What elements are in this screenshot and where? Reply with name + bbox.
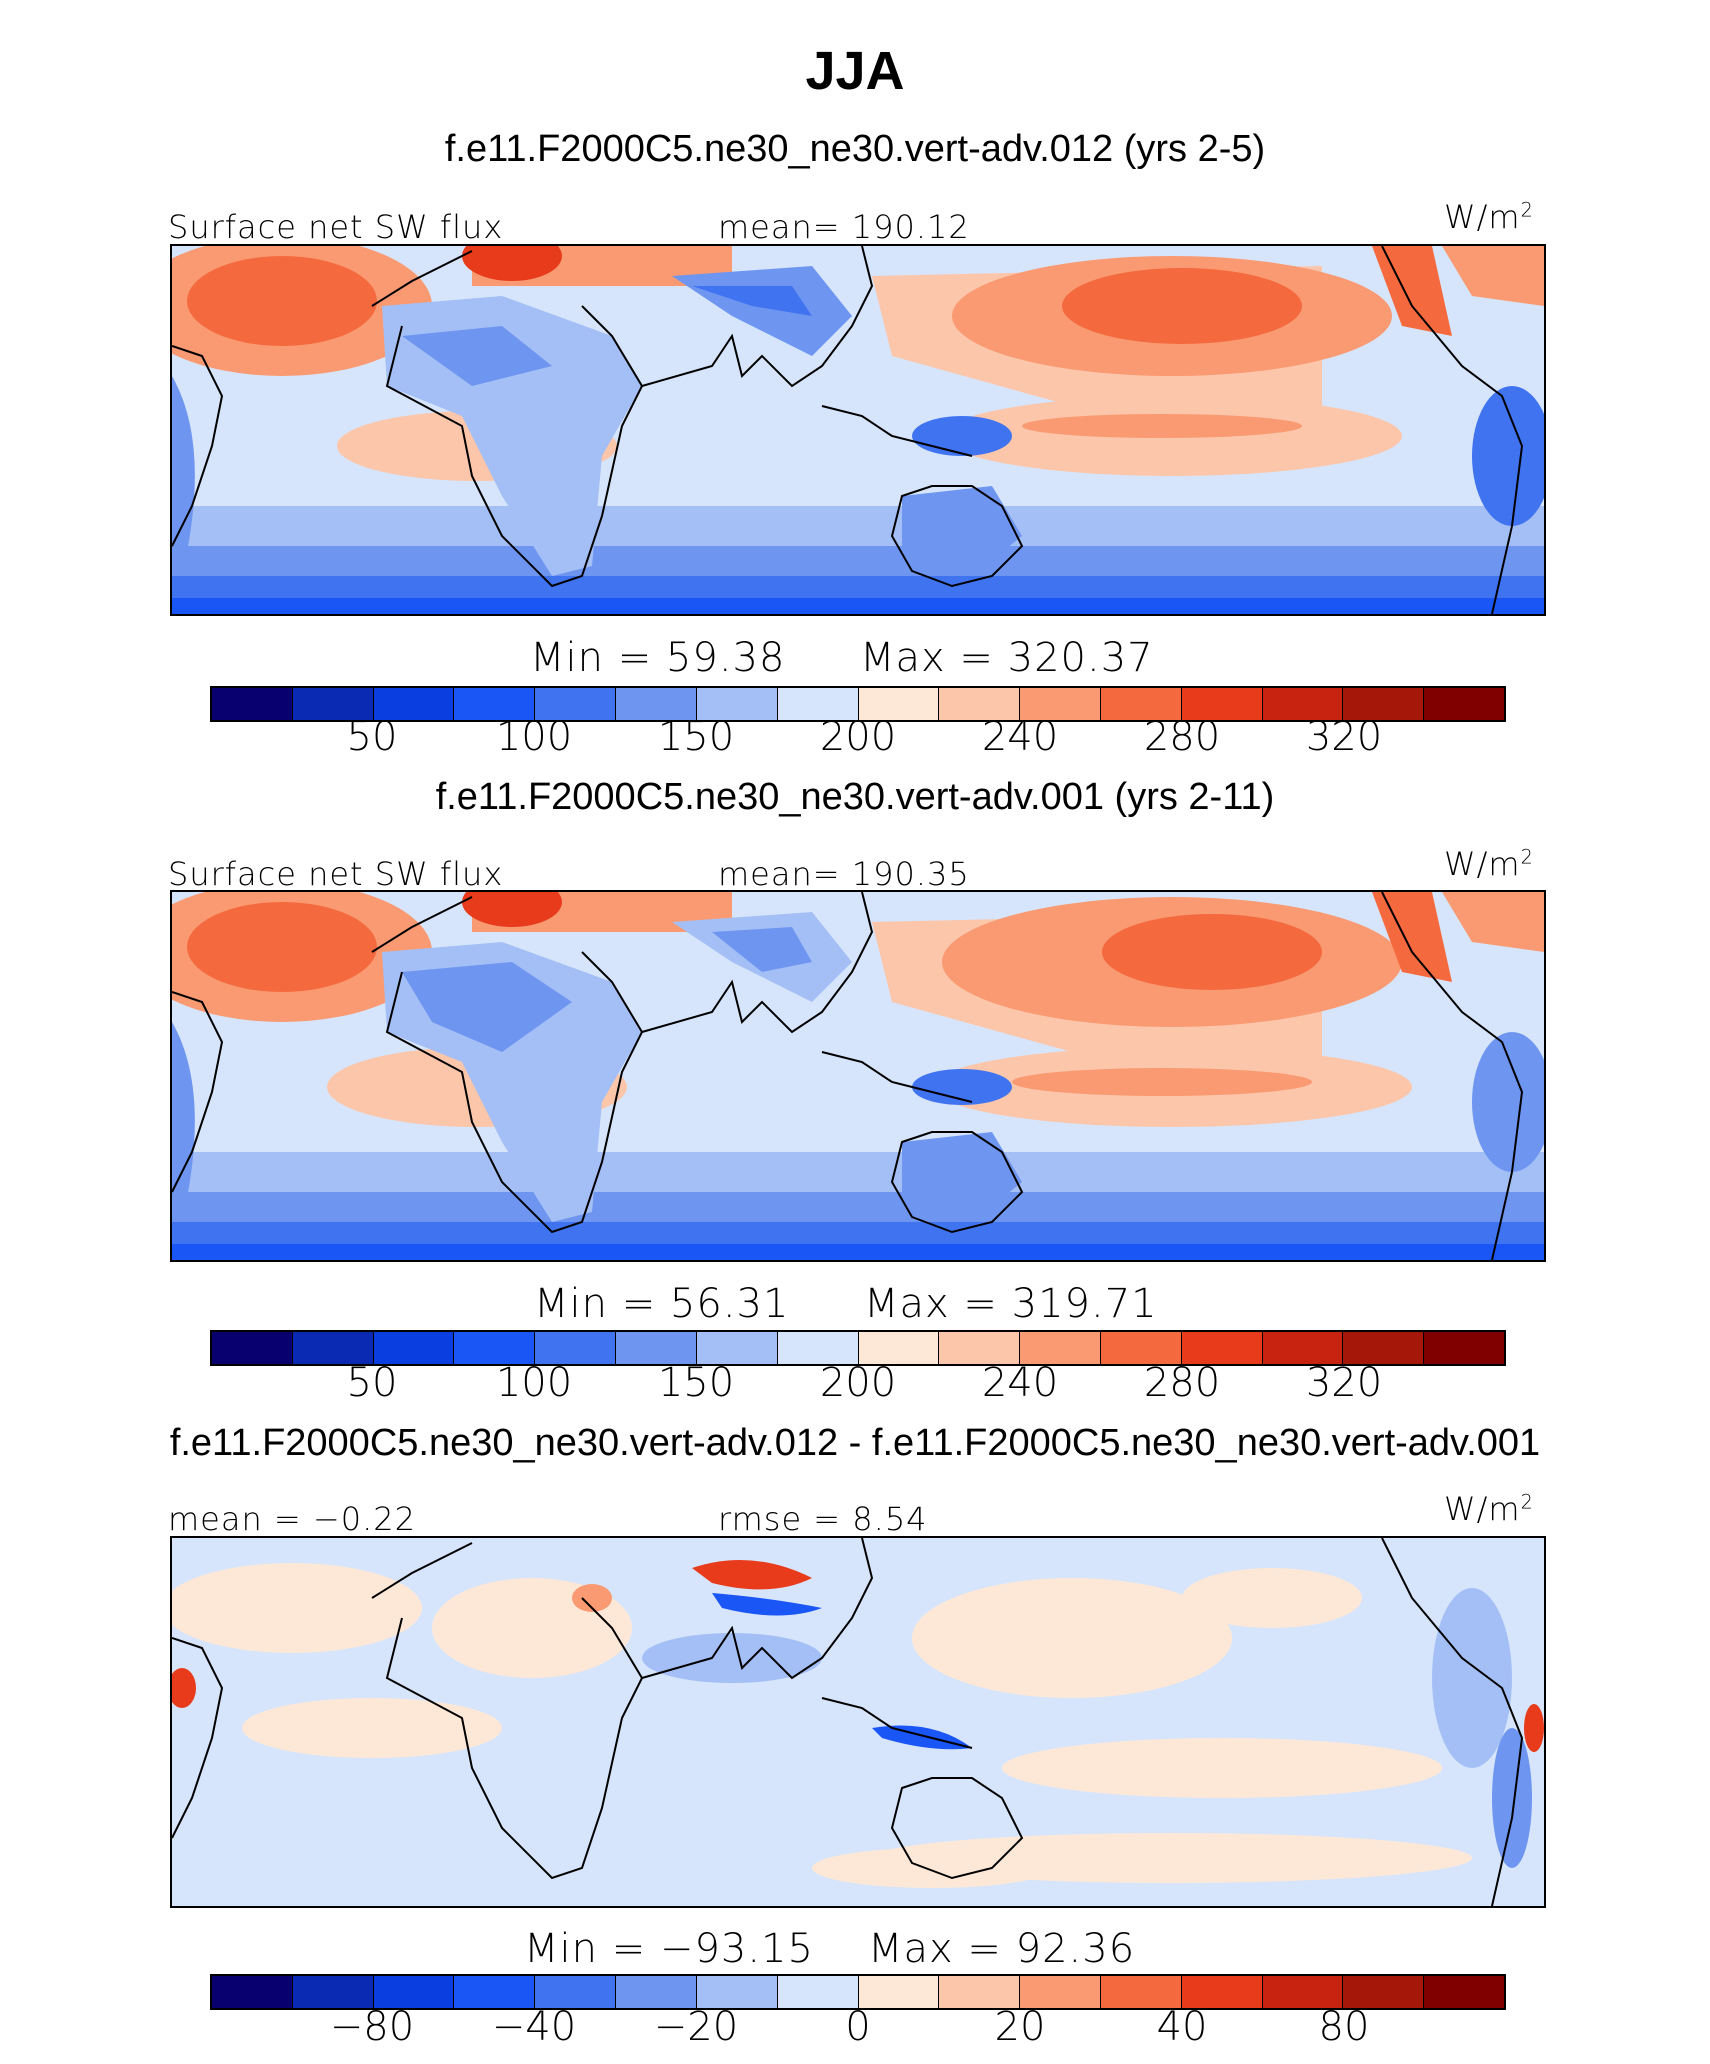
colorbar-cell bbox=[616, 1332, 697, 1364]
colorbar-cell bbox=[696, 1332, 778, 1364]
panel-2-tick: 280 bbox=[1143, 1360, 1221, 1406]
panel-2-min-label: Min = 56.31 bbox=[534, 1281, 790, 1327]
panel-3-field bbox=[172, 1538, 1544, 1906]
colorbar-cell bbox=[616, 688, 697, 720]
panel-3-min-label: Min = −93.15 bbox=[524, 1926, 814, 1972]
panel-1-case-title: f.e11.F2000C5.ne30_ne30.vert-adv.012 (yr… bbox=[444, 128, 1266, 170]
panel-1-colorbar bbox=[210, 686, 1506, 722]
colorbar-cell bbox=[373, 1332, 455, 1364]
panel-2-units: W/m2 bbox=[1444, 845, 1534, 883]
panel-1-tick: 200 bbox=[819, 714, 897, 760]
panel-1-min-label: Min = 59.38 bbox=[530, 635, 786, 681]
colorbar-cell bbox=[373, 1976, 455, 2008]
panel-1-tick: 320 bbox=[1305, 714, 1383, 760]
colorbar-cell bbox=[1424, 1976, 1504, 2008]
colorbar-cell bbox=[292, 688, 374, 720]
panel-1-tick: 100 bbox=[495, 714, 573, 760]
panel-2-colorbar bbox=[210, 1330, 1506, 1366]
panel-1-mean-label: mean= 190.12 bbox=[718, 208, 970, 246]
colorbar-cell bbox=[1181, 688, 1263, 720]
panel-1-tick: 50 bbox=[346, 714, 398, 760]
page-title: JJA bbox=[805, 41, 905, 101]
panel-1-tick: 240 bbox=[981, 714, 1059, 760]
panel-2-max-label: Max = 319.71 bbox=[864, 1281, 1158, 1327]
colorbar-cell bbox=[1100, 1332, 1182, 1364]
panel-2-mean-label: mean= 190.35 bbox=[718, 855, 970, 893]
colorbar-cell bbox=[292, 1332, 374, 1364]
colorbar-cell bbox=[858, 1332, 940, 1364]
panel-2-tick: 150 bbox=[657, 1360, 735, 1406]
panel-1-variable-label: Surface net SW flux bbox=[168, 208, 504, 246]
colorbar-cell bbox=[777, 688, 859, 720]
panel-2-tick: 50 bbox=[346, 1360, 398, 1406]
panel-2-case-title: f.e11.F2000C5.ne30_ne30.vert-adv.001 (yr… bbox=[435, 776, 1275, 818]
colorbar-cell bbox=[373, 688, 455, 720]
colorbar-cell bbox=[1020, 1976, 1101, 2008]
colorbar-cell bbox=[939, 688, 1021, 720]
colorbar-cell bbox=[1343, 1976, 1425, 2008]
colorbar-cell bbox=[1424, 688, 1504, 720]
colorbar-cell bbox=[454, 688, 536, 720]
panel-2-variable-label: Surface net SW flux bbox=[168, 855, 504, 893]
colorbar-cell bbox=[777, 1332, 859, 1364]
colorbar-cell bbox=[1020, 1332, 1101, 1364]
panel-3-map bbox=[170, 1536, 1546, 1908]
panel-1-units: W/m2 bbox=[1444, 198, 1534, 236]
panel-3-tick: −40 bbox=[491, 2004, 577, 2050]
colorbar-cell bbox=[212, 688, 293, 720]
panel-1-max-label: Max = 320.37 bbox=[860, 635, 1154, 681]
colorbar-cell bbox=[696, 688, 778, 720]
panel-1-map bbox=[170, 244, 1546, 616]
colorbar-cell bbox=[535, 1976, 617, 2008]
panel-3-tick: −20 bbox=[653, 2004, 739, 2050]
panel-2-tick: 320 bbox=[1305, 1360, 1383, 1406]
colorbar-cell bbox=[454, 1332, 536, 1364]
panel-3-case-title: f.e11.F2000C5.ne30_ne30.vert-adv.012 - f… bbox=[169, 1422, 1541, 1464]
colorbar-cell bbox=[212, 1332, 293, 1364]
panel-3-rmse-label: rmse = 8.54 bbox=[718, 1500, 928, 1538]
colorbar-cell bbox=[292, 1976, 374, 2008]
panel-3-mean-label: mean = −0.22 bbox=[168, 1500, 416, 1538]
panel-3-tick: 0 bbox=[845, 2004, 871, 2050]
colorbar-cell bbox=[1181, 1332, 1263, 1364]
colorbar-cell bbox=[777, 1976, 859, 2008]
panel-1-field bbox=[172, 246, 1544, 614]
colorbar-cell bbox=[696, 1976, 778, 2008]
colorbar-cell bbox=[939, 1976, 1021, 2008]
colorbar-cell bbox=[535, 1332, 617, 1364]
panel-2-field bbox=[172, 892, 1544, 1260]
colorbar-cell bbox=[1262, 688, 1344, 720]
colorbar-cell bbox=[535, 688, 617, 720]
panel-3-tick: 40 bbox=[1156, 2004, 1208, 2050]
panel-3-units: W/m2 bbox=[1444, 1490, 1534, 1528]
colorbar-cell bbox=[1424, 1332, 1504, 1364]
colorbar-cell bbox=[212, 1976, 293, 2008]
panel-1-tick: 280 bbox=[1143, 714, 1221, 760]
colorbar-cell bbox=[1343, 1332, 1425, 1364]
panel-2-tick: 240 bbox=[981, 1360, 1059, 1406]
colorbar-cell bbox=[858, 688, 940, 720]
colorbar-cell bbox=[616, 1976, 697, 2008]
colorbar-cell bbox=[1262, 1332, 1344, 1364]
colorbar-cell bbox=[1100, 1976, 1182, 2008]
colorbar-cell bbox=[1020, 688, 1101, 720]
colorbar-cell bbox=[1181, 1976, 1263, 2008]
panel-2-tick: 200 bbox=[819, 1360, 897, 1406]
panel-3-tick: 80 bbox=[1318, 2004, 1370, 2050]
panel-2-tick: 100 bbox=[495, 1360, 573, 1406]
panel-3-max-label: Max = 92.36 bbox=[868, 1926, 1136, 1972]
panel-3-tick: 20 bbox=[994, 2004, 1046, 2050]
panel-3-colorbar bbox=[210, 1974, 1506, 2010]
colorbar-cell bbox=[1343, 688, 1425, 720]
panel-1-tick: 150 bbox=[657, 714, 735, 760]
colorbar-cell bbox=[1100, 688, 1182, 720]
colorbar-cell bbox=[858, 1976, 940, 2008]
colorbar-cell bbox=[1262, 1976, 1344, 2008]
colorbar-cell bbox=[939, 1332, 1021, 1364]
panel-3-tick: −80 bbox=[329, 2004, 415, 2050]
colorbar-cell bbox=[454, 1976, 536, 2008]
panel-2-map bbox=[170, 890, 1546, 1262]
